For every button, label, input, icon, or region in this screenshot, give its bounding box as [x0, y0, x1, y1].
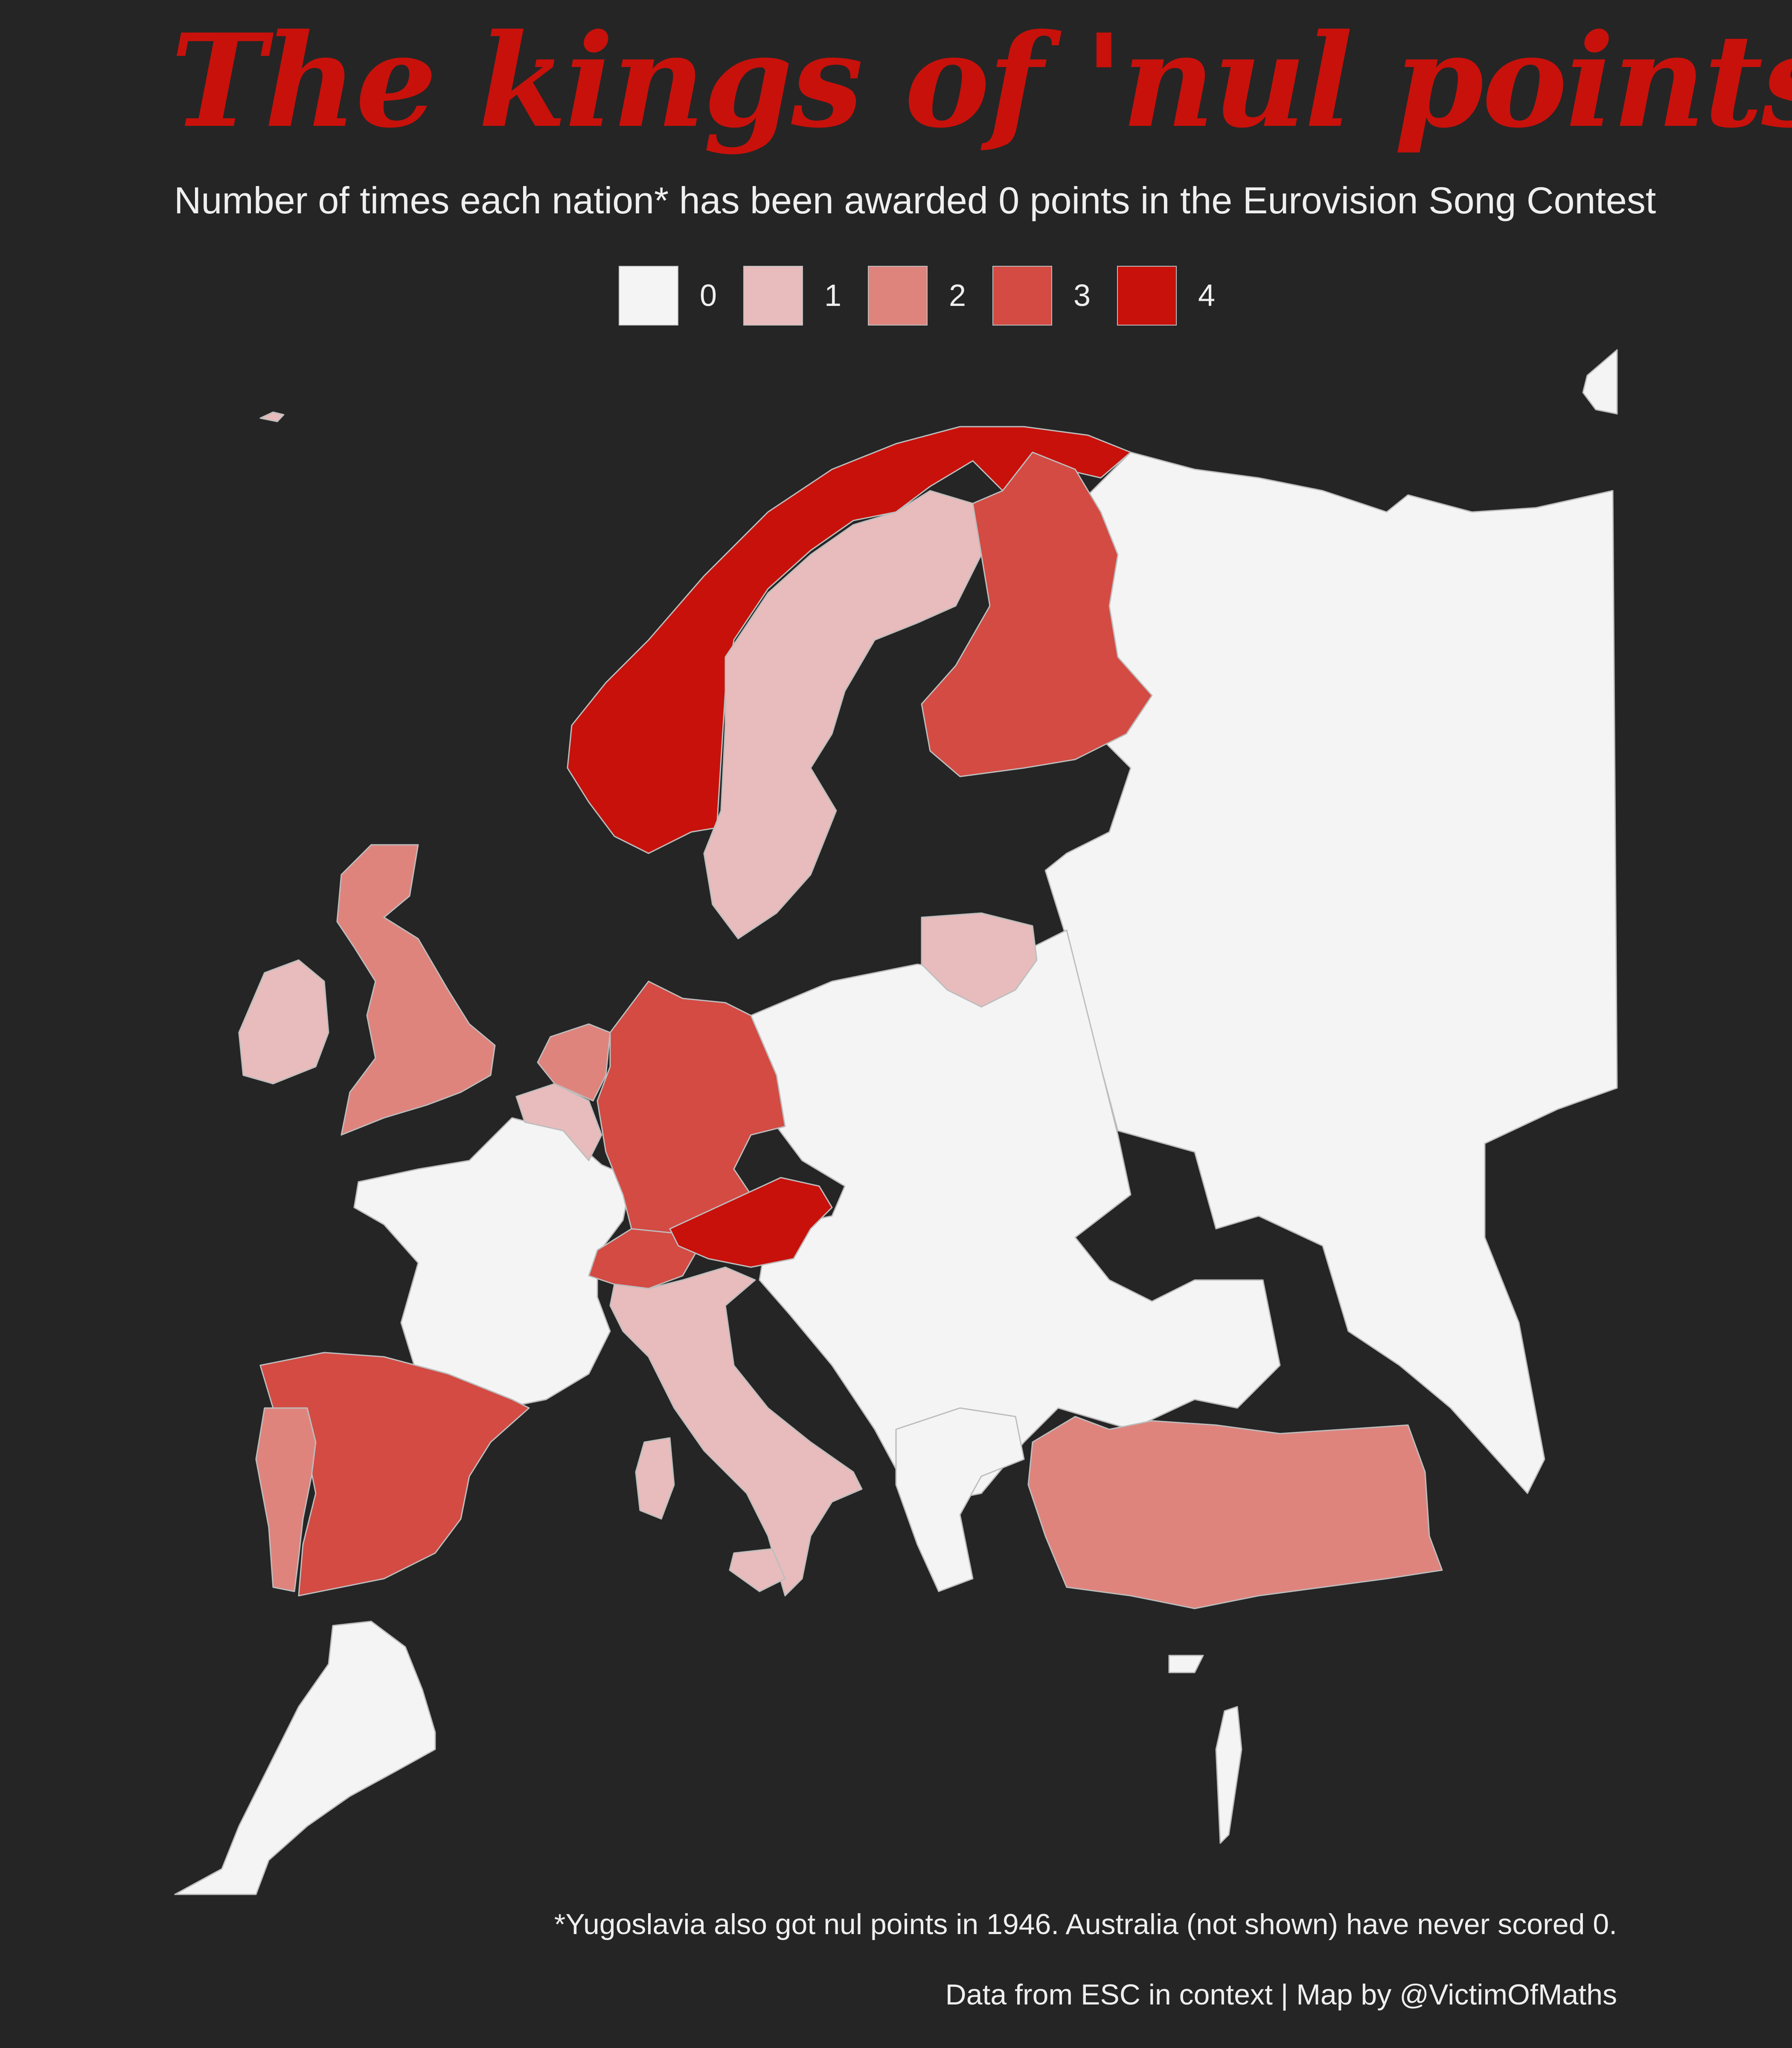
country-netherlands[interactable]: [537, 1023, 611, 1102]
legend-item-4: 4: [1117, 265, 1224, 326]
country-lithuania[interactable]: [921, 912, 1038, 1008]
map-title: The kings of 'nul points': [171, 6, 1792, 156]
country-turkey[interactable]: [1027, 1416, 1443, 1609]
country-iceland[interactable]: [259, 411, 285, 422]
legend-swatch-2: [868, 265, 928, 326]
country-italy-sardinia[interactable]: [635, 1437, 675, 1520]
country-norway[interactable]: [567, 426, 1132, 854]
legend-label-3: 3: [1073, 278, 1091, 313]
country-switzerland[interactable]: [588, 1228, 701, 1289]
country-greece[interactable]: [895, 1407, 1025, 1592]
legend-swatch-3: [992, 265, 1052, 326]
country-ireland[interactable]: [238, 959, 329, 1085]
landmass-cyprus[interactable]: [1168, 1655, 1204, 1673]
legend-label-0: 0: [700, 278, 717, 313]
country-portugal[interactable]: [255, 1407, 317, 1592]
legend-swatch-0: [619, 265, 678, 326]
landmass-levant[interactable]: [1215, 1706, 1242, 1844]
map-subtitle: Number of times each nation* has been aw…: [174, 179, 1656, 221]
country-sweden[interactable]: [703, 490, 982, 940]
europe-map-svg: [174, 349, 1618, 1895]
landmass-arctic-island[interactable]: [1582, 349, 1618, 415]
country-italy-sicily[interactable]: [729, 1548, 786, 1592]
legend-label-2: 2: [949, 278, 966, 313]
legend-item-1: 1: [743, 265, 850, 326]
legend-item-3: 3: [992, 265, 1099, 326]
country-austria[interactable]: [669, 1177, 833, 1268]
credit: Data from ESC in context | Map by @Victi…: [945, 1978, 1617, 2011]
europe-map: [0, 341, 1792, 1920]
landmass-morocco[interactable]: [174, 1620, 436, 1895]
country-russia[interactable]: [1044, 451, 1618, 1494]
legend-swatch-1: [743, 265, 803, 326]
legend-swatch-4: [1117, 265, 1177, 326]
legend-label-4: 4: [1198, 278, 1216, 313]
country-finland[interactable]: [921, 451, 1153, 777]
country-poland[interactable]: [724, 929, 1281, 1503]
country-italy[interactable]: [609, 1266, 863, 1597]
legend-label-1: 1: [824, 278, 842, 313]
legend-item-2: 2: [868, 265, 975, 326]
country-uk[interactable]: [336, 844, 496, 1136]
legend: 0 1 2 3 4: [619, 265, 1242, 326]
footnote: *Yugoslavia also got nul points in 1946.…: [554, 1908, 1617, 1940]
legend-item-0: 0: [619, 265, 725, 326]
